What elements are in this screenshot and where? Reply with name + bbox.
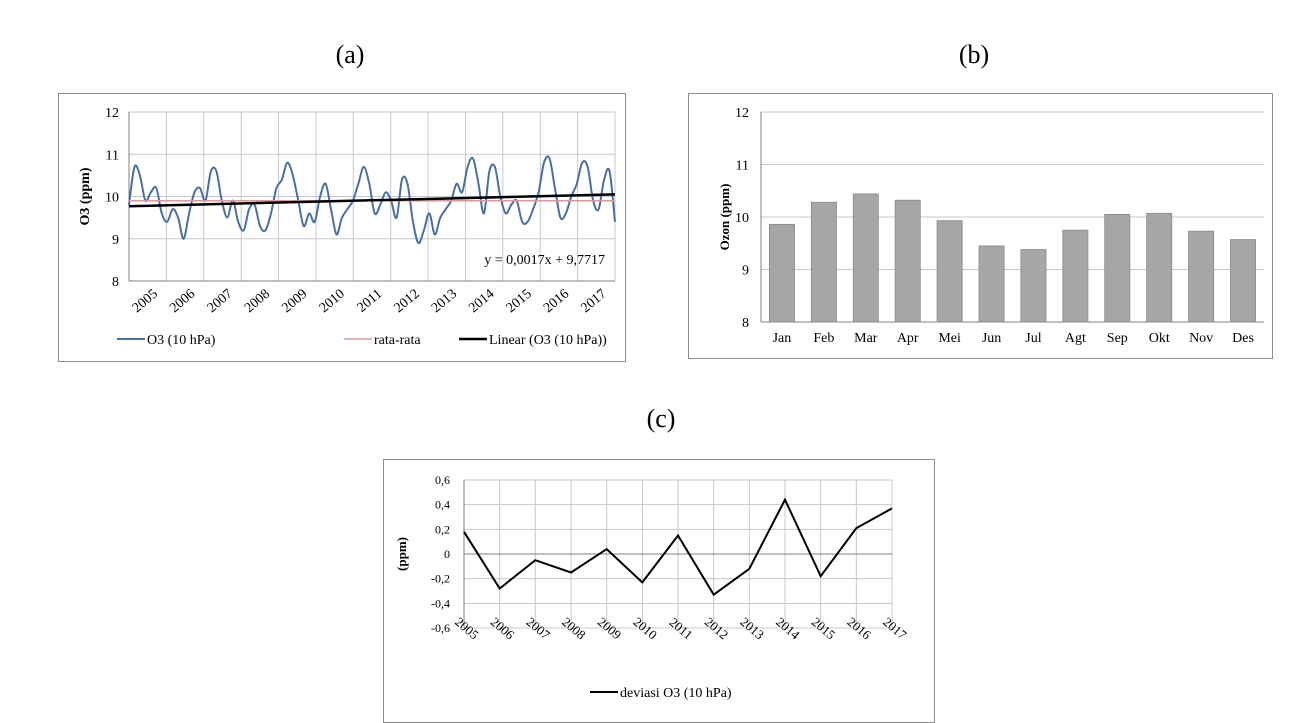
x-tick-label: 2006 [488, 614, 518, 643]
x-tick-label: 2015 [809, 614, 839, 642]
x-tick-label: Jul [1025, 331, 1041, 346]
x-tick-label: 2012 [702, 614, 732, 642]
bar [810, 201, 837, 323]
series-linear-trend [128, 193, 616, 208]
y-tick-label: -0,6 [431, 621, 450, 635]
x-tick-label: 2015 [504, 287, 535, 316]
bar [768, 223, 795, 323]
y-axis-title: (ppm) [394, 537, 409, 571]
y-tick-label: 0 [444, 547, 450, 561]
y-axis-title: Ozon (ppm) [717, 184, 732, 251]
x-tick-label: 2013 [737, 614, 767, 642]
x-tick-label: Mei [938, 331, 961, 346]
legend-label: O3 (10 hPa) [147, 333, 216, 348]
chart-c-frame: 0,6 0,4 0,2 0 -0,2 -0,4 -0,6 (ppm) 2005 2006 2007 2… [383, 459, 935, 723]
x-tick-label: Mar [854, 331, 878, 346]
y-tick-label: 0,6 [435, 473, 450, 487]
bar [1188, 230, 1215, 323]
x-tick-label: 2005 [452, 614, 482, 642]
y-tick-label: 8 [742, 316, 749, 331]
y-tick-label: 0,4 [435, 498, 450, 512]
x-tick-label: 2006 [167, 287, 198, 316]
x-tick-label: 2005 [130, 287, 161, 316]
bar [894, 199, 921, 323]
x-tick-label: Sep [1107, 331, 1128, 346]
x-tick-label: Feb [813, 331, 834, 346]
legend-label: deviasi O3 (10 hPa) [620, 686, 732, 701]
x-tick-label: 2011 [667, 614, 696, 642]
x-tick-label: Jun [982, 331, 1001, 346]
bar [1230, 239, 1257, 323]
bar [1062, 229, 1089, 323]
x-tick-label: Okt [1149, 331, 1170, 346]
x-tick-label: 2008 [242, 287, 273, 316]
x-tick-label: Des [1232, 331, 1254, 346]
x-tick-label: 2010 [317, 287, 348, 316]
chart-a: 8 9 10 11 12 2005 2006 2007 2008 2009 2010 2011 2012… [78, 106, 616, 348]
y-tick-label: -0,4 [431, 596, 450, 610]
y-tick-label: -0,2 [431, 572, 450, 586]
x-tick-label: Agt [1065, 331, 1086, 346]
bar [1146, 212, 1173, 323]
x-tick-label: 2009 [595, 614, 625, 642]
y-tick-label: 8 [112, 275, 119, 290]
x-tick-label: Jan [773, 331, 792, 346]
y-tick-label: 11 [736, 159, 749, 174]
bar [1104, 213, 1131, 323]
x-tick-label: Apr [897, 331, 919, 346]
chart-b: 8 9 10 11 12 Ozon (ppm) Jan Feb Mar Apr Mei Jun Jul A… [717, 106, 1264, 346]
bar [852, 193, 879, 323]
bar [1020, 249, 1047, 323]
x-tick-label: 2007 [523, 614, 553, 643]
x-tick-label: 2008 [559, 614, 589, 642]
bar [936, 220, 963, 323]
x-tick-label: 2007 [205, 287, 236, 316]
panel-label-b: (b) [958, 40, 990, 69]
x-tick-label: 2010 [630, 614, 660, 642]
chart-c: 0,60,40,20-0,2-0,4-0,6(ppm)2005 2006 2007 2… [394, 473, 910, 701]
x-tick-label: 2016 [541, 287, 572, 316]
x-tick-label: 2016 [844, 614, 874, 643]
x-tick-label: 2009 [279, 287, 310, 316]
x-tick-label: 2017 [578, 287, 609, 316]
panel-label-c: (c) [646, 404, 676, 433]
y-tick-label: 10 [735, 211, 749, 226]
y-tick-label: 12 [105, 106, 119, 121]
y-axis-title: O3 (ppm) [78, 167, 93, 225]
x-tick-label: Nov [1189, 331, 1213, 346]
chart-a-frame: 8 9 10 11 12 2005 2006 2007 2008 2009 2010 2011 2012… [58, 93, 626, 362]
x-tick-label: 2014 [773, 614, 803, 643]
y-tick-label: 9 [742, 264, 749, 279]
bar [978, 245, 1005, 323]
x-tick-label: 2013 [429, 287, 460, 316]
chart-b-frame: 8 9 10 11 12 Ozon (ppm) Jan Feb Mar Apr Mei Jun Jul A… [688, 93, 1273, 359]
series-deviation-line [463, 497, 893, 597]
legend-label: rata-rata [374, 333, 421, 348]
y-tick-label: 10 [105, 191, 119, 206]
y-tick-label: 12 [735, 106, 749, 121]
panel-label-a: (a) [335, 40, 365, 69]
legend-label: Linear (O3 (10 hPa)) [489, 333, 607, 348]
x-tick-label: 2014 [466, 287, 497, 316]
y-tick-label: 9 [112, 233, 119, 248]
y-tick-label: 0,2 [435, 522, 450, 536]
x-tick-label: 2011 [355, 287, 386, 316]
y-tick-label: 11 [106, 148, 119, 163]
x-tick-label: 2017 [880, 614, 910, 643]
x-tick-label: 2012 [392, 287, 423, 316]
trendline-equation: y = 0,0017x + 9,7717 [484, 253, 605, 268]
